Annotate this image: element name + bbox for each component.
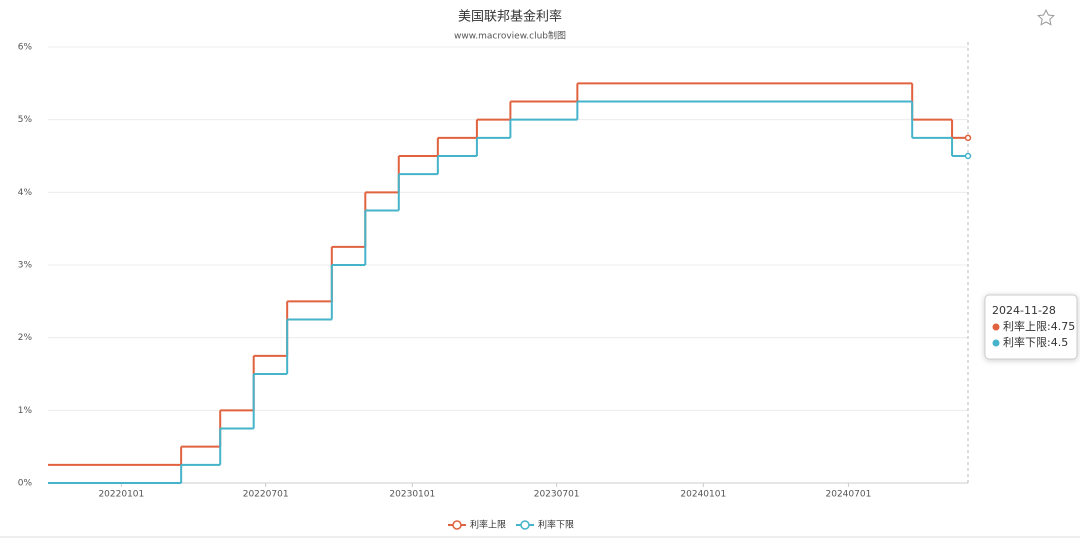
tooltip-box: [984, 294, 1078, 360]
y-tick-label: 4%: [18, 188, 33, 198]
chart-subtitle: www.macroview.club制图: [454, 30, 566, 42]
y-tick-label: 1%: [18, 406, 33, 416]
end-marker: [964, 134, 972, 142]
x-tick-label: 20240101: [680, 490, 726, 500]
x-tick-label: 20240701: [826, 490, 872, 500]
tooltip-dot: [992, 323, 1000, 331]
y-tick-label: 3%: [18, 261, 33, 271]
tooltip: 2024-11-28 利率上限:4.75 利率下限:4.5: [984, 294, 1078, 360]
tooltip-item: 利率下限:4.5: [1003, 335, 1068, 349]
legend-label: 利率下限: [538, 519, 574, 531]
tooltip-title: 2024-11-28: [992, 304, 1056, 317]
legend-marker: [520, 520, 530, 530]
x-tick-label: 20220701: [243, 490, 289, 500]
favorite-icon[interactable]: [1037, 8, 1055, 26]
x-tick-label: 20230701: [534, 490, 580, 500]
legend-label: 利率上限: [470, 519, 506, 531]
y-tick-label: 5%: [18, 115, 33, 125]
tooltip-dot: [992, 339, 1000, 347]
chart-title: 美国联邦基金利率: [458, 9, 562, 25]
series-line: [48, 100, 968, 484]
tooltip-item: 利率上限:4.75: [1003, 319, 1075, 333]
y-tick-label: 2%: [18, 333, 33, 343]
y-tick-label: 6%: [18, 43, 33, 53]
x-tick-label: 20220101: [98, 490, 144, 500]
legend-marker: [452, 520, 462, 530]
end-marker: [964, 152, 972, 160]
x-tick-label: 20230101: [389, 490, 435, 500]
y-tick-label: 0%: [18, 479, 33, 489]
